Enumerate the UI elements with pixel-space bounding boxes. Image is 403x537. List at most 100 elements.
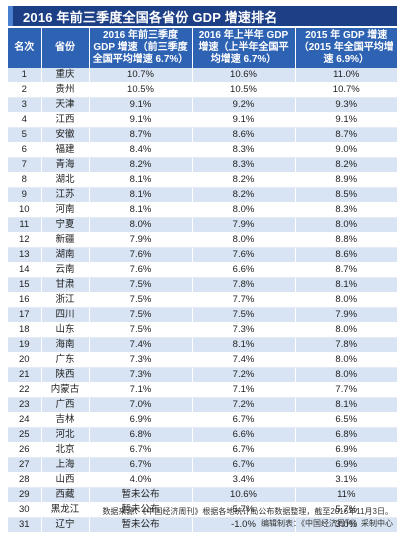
table-row: 29 西藏 暂未公布 10.6% 11% xyxy=(8,487,397,503)
rank-cell: 25 xyxy=(8,427,42,443)
rank-cell: 31 xyxy=(8,517,42,533)
table-row: 14 云南 7.6% 6.6% 8.7% xyxy=(8,262,397,278)
rank-cell: 2 xyxy=(8,82,42,98)
rank-cell: 17 xyxy=(8,307,42,323)
data-source-note: 数据来源：《中国经济周刊》根据各地统计局公布数据整理，截至2016年11月3日。 xyxy=(102,507,393,516)
gdp-2016-q1-q3-cell: 7.9% xyxy=(89,232,193,248)
table-row: 31 辽宁 暂未公布 -1.0% 3.0% xyxy=(8,517,397,533)
gdp-2016-h1-cell: 6.7% xyxy=(192,457,296,473)
header-row: 名次 省份 2016 年前三季度 GDP 增速（前三季度全国平均增速 6.7%）… xyxy=(8,28,397,68)
gdp-2016-q1-q3-cell: 7.0% xyxy=(89,397,193,413)
gdp-2015-cell: 8.0% xyxy=(295,352,397,368)
province-cell: 云南 xyxy=(41,262,90,278)
rank-cell: 19 xyxy=(8,337,42,353)
table-row: 24 吉林 6.9% 6.7% 6.5% xyxy=(8,412,397,428)
header-2015: 2015 年 GDP 增速（2015 年全国平均增速 6.9%） xyxy=(295,28,397,68)
gdp-2016-h1-cell: 3.4% xyxy=(192,472,296,488)
province-cell: 青海 xyxy=(41,157,90,173)
rank-cell: 15 xyxy=(8,277,42,293)
table-row: 28 山西 4.0% 3.4% 3.1% xyxy=(8,472,397,488)
gdp-2016-q1-q3-cell: 7.5% xyxy=(89,292,193,308)
gdp-2016-h1-cell: 10.6% xyxy=(192,68,296,83)
rank-cell: 6 xyxy=(8,142,42,158)
table-row: 6 福建 8.4% 8.3% 9.0% xyxy=(8,142,397,158)
gdp-2016-h1-cell: 8.1% xyxy=(192,337,296,353)
rank-cell: 11 xyxy=(8,217,42,233)
rank-cell: 8 xyxy=(8,172,42,188)
gdp-2016-h1-cell: 8.0% xyxy=(192,232,296,248)
table-row: 11 宁夏 8.0% 7.9% 8.0% xyxy=(8,217,397,233)
province-cell: 北京 xyxy=(41,442,90,458)
gdp-2016-h1-cell: 7.9% xyxy=(192,217,296,233)
rank-cell: 10 xyxy=(8,202,42,218)
table-title-bar: 2016 年前三季度全国各省份 GDP 增速排名 xyxy=(8,6,397,26)
gdp-2016-h1-cell: 6.6% xyxy=(192,262,296,278)
province-cell: 贵州 xyxy=(41,82,90,98)
province-cell: 内蒙古 xyxy=(41,382,90,398)
province-cell: 广东 xyxy=(41,352,90,368)
rank-cell: 12 xyxy=(8,232,42,248)
gdp-2016-q1-q3-cell: 7.1% xyxy=(89,382,193,398)
province-cell: 黑龙江 xyxy=(41,502,90,518)
table-row: 30 黑龙江 暂未公布 5.7% 5.7% xyxy=(8,502,397,518)
table-row: 8 湖北 8.1% 8.2% 8.9% xyxy=(8,172,397,188)
gdp-2016-h1-cell: 7.2% xyxy=(192,397,296,413)
table-row: 27 上海 6.7% 6.7% 6.9% xyxy=(8,457,397,473)
gdp-2016-q1-q3-cell: 6.7% xyxy=(89,457,193,473)
table-row: 1 重庆 10.7% 10.6% 11.0% xyxy=(8,68,397,83)
province-cell: 天津 xyxy=(41,97,90,113)
gdp-2015-cell: 7.7% xyxy=(295,382,397,398)
rank-cell: 18 xyxy=(8,322,42,338)
table-row: 23 广西 7.0% 7.2% 8.1% xyxy=(8,397,397,413)
table-row: 9 江苏 8.1% 8.2% 8.5% xyxy=(8,187,397,203)
rank-cell: 20 xyxy=(8,352,42,368)
gdp-2016-q1-q3-cell: 7.5% xyxy=(89,307,193,323)
table-row: 15 甘肃 7.5% 7.8% 8.1% xyxy=(8,277,397,293)
gdp-2016-q1-q3-cell: 7.5% xyxy=(89,277,193,293)
gdp-2015-cell: 8.8% xyxy=(295,232,397,248)
province-cell: 广西 xyxy=(41,397,90,413)
gdp-2016-h1-cell: 8.2% xyxy=(192,172,296,188)
gdp-2015-cell: 6.9% xyxy=(295,457,397,473)
rank-cell: 1 xyxy=(8,68,42,83)
gdp-2016-h1-cell: -1.0% xyxy=(192,517,296,533)
gdp-2016-h1-cell: 7.5% xyxy=(192,307,296,323)
gdp-2015-cell: 8.7% xyxy=(295,262,397,278)
gdp-2016-h1-cell: 7.1% xyxy=(192,382,296,398)
gdp-2016-h1-cell: 7.6% xyxy=(192,247,296,263)
province-cell: 浙江 xyxy=(41,292,90,308)
rank-cell: 28 xyxy=(8,472,42,488)
gdp-2016-q1-q3-cell: 7.6% xyxy=(89,247,193,263)
rank-cell: 21 xyxy=(8,367,42,383)
gdp-2015-cell: 8.0% xyxy=(295,367,397,383)
gdp-2016-h1-cell: 6.7% xyxy=(192,442,296,458)
gdp-2015-cell: 8.5% xyxy=(295,187,397,203)
rank-cell: 16 xyxy=(8,292,42,308)
gdp-2016-h1-cell: 10.6% xyxy=(192,487,296,503)
gdp-2015-cell: 8.7% xyxy=(295,127,397,143)
gdp-2016-q1-q3-cell: 8.2% xyxy=(89,157,193,173)
gdp-2015-cell: 9.1% xyxy=(295,112,397,128)
rank-cell: 9 xyxy=(8,187,42,203)
province-cell: 安徽 xyxy=(41,127,90,143)
gdp-2016-q1-q3-cell: 8.7% xyxy=(89,127,193,143)
rank-cell: 30 xyxy=(8,502,42,518)
province-cell: 河北 xyxy=(41,427,90,443)
gdp-2016-q1-q3-cell: 8.4% xyxy=(89,142,193,158)
table-row: 16 浙江 7.5% 7.7% 8.0% xyxy=(8,292,397,308)
gdp-2016-q1-q3-cell: 暂未公布 xyxy=(89,487,193,503)
province-cell: 湖北 xyxy=(41,172,90,188)
rank-cell: 4 xyxy=(8,112,42,128)
rank-cell: 29 xyxy=(8,487,42,503)
gdp-2016-h1-cell: 7.3% xyxy=(192,322,296,338)
gdp-2016-q1-q3-cell: 6.7% xyxy=(89,442,193,458)
gdp-2015-cell: 9.0% xyxy=(295,142,397,158)
gdp-2016-h1-cell: 8.6% xyxy=(192,127,296,143)
rank-cell: 13 xyxy=(8,247,42,263)
gdp-2016-q1-q3-cell: 8.0% xyxy=(89,217,193,233)
gdp-2016-q1-q3-cell: 7.4% xyxy=(89,337,193,353)
gdp-2016-q1-q3-cell: 8.1% xyxy=(89,187,193,203)
province-cell: 福建 xyxy=(41,142,90,158)
table-row: 20 广东 7.3% 7.4% 8.0% xyxy=(8,352,397,368)
table-row: 17 四川 7.5% 7.5% 7.9% xyxy=(8,307,397,323)
